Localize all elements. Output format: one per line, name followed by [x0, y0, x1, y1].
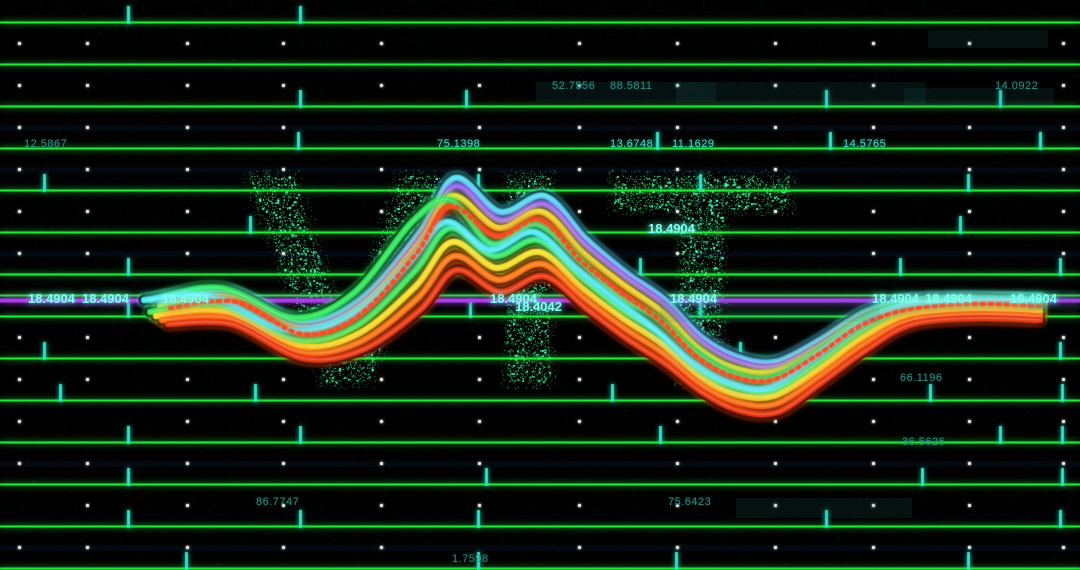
numeric-readout: 88.5811	[610, 80, 653, 92]
baseline-value-label: 18.4904	[162, 291, 209, 306]
hud-panel-tint	[928, 30, 1048, 48]
numeric-readout: 14.0922	[995, 80, 1039, 92]
baseline-value-label: 18.4904	[28, 291, 75, 306]
numeric-readout: 75.1398	[437, 138, 481, 150]
baseline-value-label: 18.4904	[490, 291, 537, 306]
hud-panel-tint	[904, 88, 1054, 108]
hud-panel-tint	[660, 300, 880, 322]
numeric-readout: 66.1196	[900, 372, 943, 384]
numeric-readout: 14.5765	[843, 138, 887, 150]
numeric-readout: 86.7747	[256, 496, 300, 508]
baseline-value-label: 18.4904	[670, 291, 717, 306]
numeric-readout: 13.6748	[610, 138, 654, 150]
baseline-value-label: 18.4904	[82, 291, 129, 306]
hud-panel-tint	[676, 82, 926, 104]
hud-panel-tint	[1028, 290, 1080, 310]
baseline-value-label: 18.4904	[925, 291, 972, 306]
numeric-readout: 52.7556	[552, 80, 596, 92]
overlay-value-label: 18.4904	[648, 221, 695, 236]
baseline-value-label: 18.4904	[872, 291, 919, 306]
hud-panel-tint	[736, 498, 912, 518]
baseline-value-label: 18.4904	[1010, 291, 1057, 306]
numeric-readout: 1.7598	[452, 553, 489, 565]
numeric-readout: 12.5867	[24, 138, 68, 150]
numeric-readout: 11.1629	[672, 138, 715, 150]
numeric-readout: 36.5626	[902, 436, 946, 448]
numeric-readout: 75.6423	[668, 496, 712, 508]
hud-panel-tint	[536, 82, 716, 102]
overlay-value-label: 18.4042	[515, 299, 562, 314]
